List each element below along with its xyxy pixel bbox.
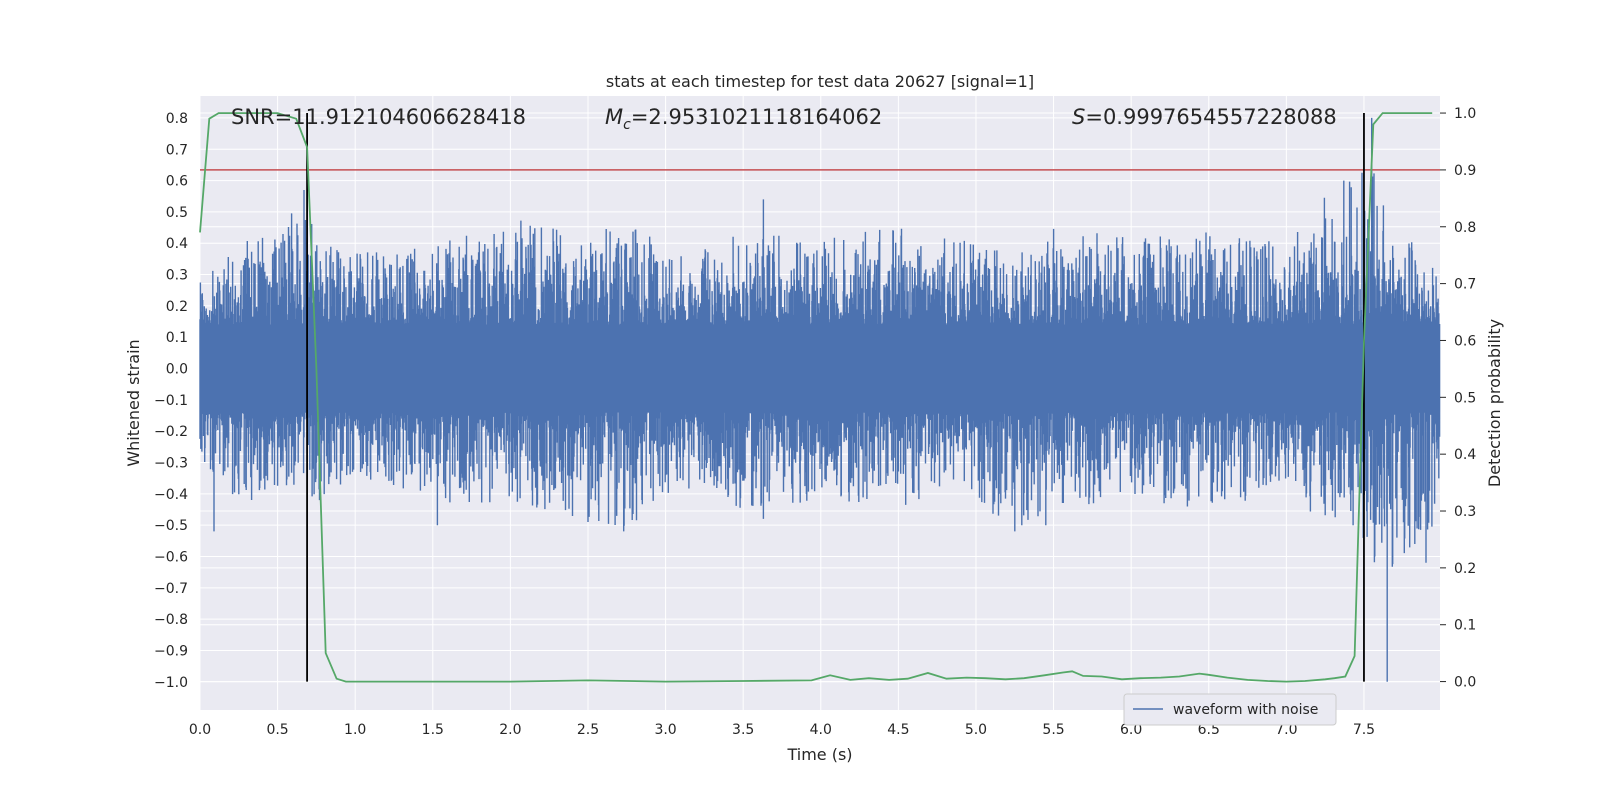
x-tick-label: 3.5 [732,722,754,738]
y-tick-label: −0.2 [154,424,188,440]
legend: waveform with noise [1123,693,1337,726]
x-tick-label: 6.0 [1120,722,1142,738]
x-tick-label: 6.5 [1198,722,1220,738]
snr-annotation: SNR=11.912104606628418 [231,105,526,129]
x-ticks: 0.0 0.5 1.0 1.5 2.0 2.5 3.0 3.5 4.0 4.5 5.0 5.5 6.0 6… [189,722,1375,738]
y-tick-label: −0.4 [154,487,188,503]
x-tick-label: 2.0 [499,722,521,738]
y2-tick-label: 0.2 [1454,561,1476,577]
y2-ticks: 1.0 0.9 0.8 0.7 0.6 0.5 0.4 0.3 0.2 0.1 0.0 [1440,106,1476,691]
y2-tick-label: 0.5 [1454,390,1476,406]
x-tick-label: 7.0 [1275,722,1297,738]
y2-tick-label: 0.6 [1454,333,1476,349]
waveform-band [200,324,1440,413]
x-tick-label: 5.0 [965,722,987,738]
y2-tick-label: 0.1 [1454,618,1476,634]
overlays [200,113,1440,682]
y-tick-label: 0.5 [166,205,188,221]
x-tick-label: 3.0 [654,722,676,738]
y-tick-label: −0.1 [154,393,188,409]
probability-series [199,112,1433,683]
y-tick-label: 0.8 [166,111,188,127]
y-tick-label: 0.3 [166,268,188,284]
score-symbol: S [1072,105,1085,129]
x-tick-label: 2.5 [577,722,599,738]
x-tick-label: 0.5 [266,722,288,738]
y-tick-label: 0.0 [166,362,188,378]
waveform-series [199,117,1441,682]
y2-tick-label: 1.0 [1454,106,1476,122]
y2-tick-label: 0.3 [1454,504,1476,520]
y-tick-label: 0.4 [166,236,188,252]
y2-tick-label: 0.8 [1454,220,1476,236]
x-tick-label: 1.0 [344,722,366,738]
y-ticks: 0.8 0.7 0.6 0.5 0.4 0.3 0.2 0.1 0.0 −0.1 −0.2 −0.3 −… [154,111,188,691]
y-tick-label: −0.6 [154,550,188,566]
x-axis-label: Time (s) [786,745,852,764]
x-tick-label: 4.0 [810,722,832,738]
chirp-mass-symbol: M [605,105,623,129]
y-tick-label: 0.7 [166,142,188,158]
legend-entry: waveform with noise [1173,702,1318,718]
y-tick-label: 0.1 [166,330,188,346]
x-tick-label: 4.5 [887,722,909,738]
y-tick-label: −1.0 [154,675,188,691]
score-value: =0.9997654557228088 [1085,105,1336,129]
y-axis-label: Whitened strain [124,339,143,466]
y-tick-label: −0.8 [154,612,188,628]
y2-tick-label: 0.0 [1454,675,1476,691]
y-tick-label: 0.6 [166,174,188,190]
y-tick-label: −0.3 [154,456,188,472]
chirp-mass-subscript: c [623,117,631,133]
y2-tick-label: 0.7 [1454,277,1476,293]
y-tick-label: −0.9 [154,643,188,659]
y-tick-label: −0.5 [154,518,188,534]
chirp-mass-value: =2.9531021118164062 [631,105,882,129]
y-tick-label: −0.7 [154,581,188,597]
legend-box [1123,693,1337,726]
probability-line [199,112,1433,683]
chart-title: stats at each timestep for test data 206… [606,72,1034,91]
x-tick-label: 1.5 [422,722,444,738]
score-annotation: S=0.9997654557228088 [1072,105,1337,129]
y2-tick-label: 0.4 [1454,447,1476,463]
chirp-mass-annotation: Mc=2.9531021118164062 [605,105,882,133]
y2-tick-label: 0.9 [1454,163,1476,179]
x-tick-label: 5.5 [1042,722,1064,738]
y-tick-label: 0.2 [166,299,188,315]
x-tick-label: 0.0 [189,722,211,738]
y2-axis-label: Detection probability [1485,319,1504,487]
x-tick-label: 7.5 [1353,722,1375,738]
